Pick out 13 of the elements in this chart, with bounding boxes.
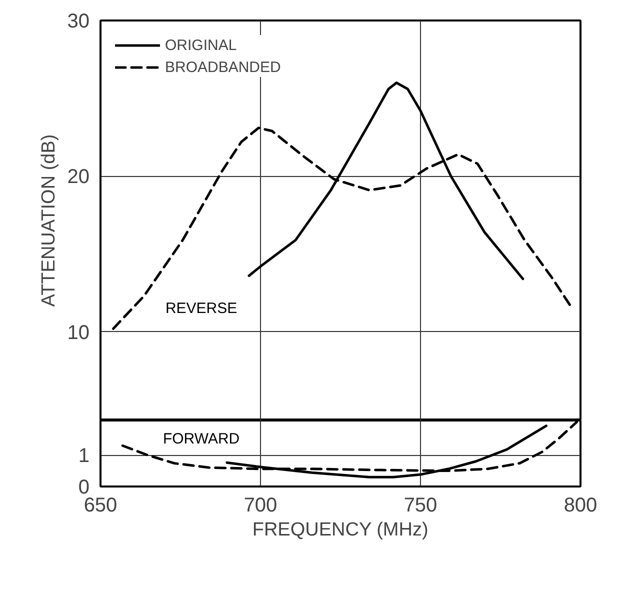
y-axis-title: ATTENUATION (dB) bbox=[38, 134, 60, 307]
y-tick-label: 30 bbox=[67, 10, 90, 32]
legend-label: BROADBANDED bbox=[165, 58, 281, 76]
x-axis-title: FREQUENCY (MHz) bbox=[252, 520, 428, 540]
x-tick-label: 750 bbox=[404, 494, 438, 516]
y-tick-label: 1 bbox=[78, 445, 90, 468]
x-tick-label: 800 bbox=[564, 494, 598, 516]
y-tick-label: 20 bbox=[67, 166, 90, 188]
annotation: FORWARD bbox=[162, 430, 240, 448]
y-tick-label: 10 bbox=[67, 322, 90, 344]
annotation: REVERSE bbox=[165, 300, 238, 317]
legend-label: ORIGINAL bbox=[165, 36, 237, 54]
x-tick-label: 700 bbox=[244, 494, 278, 516]
